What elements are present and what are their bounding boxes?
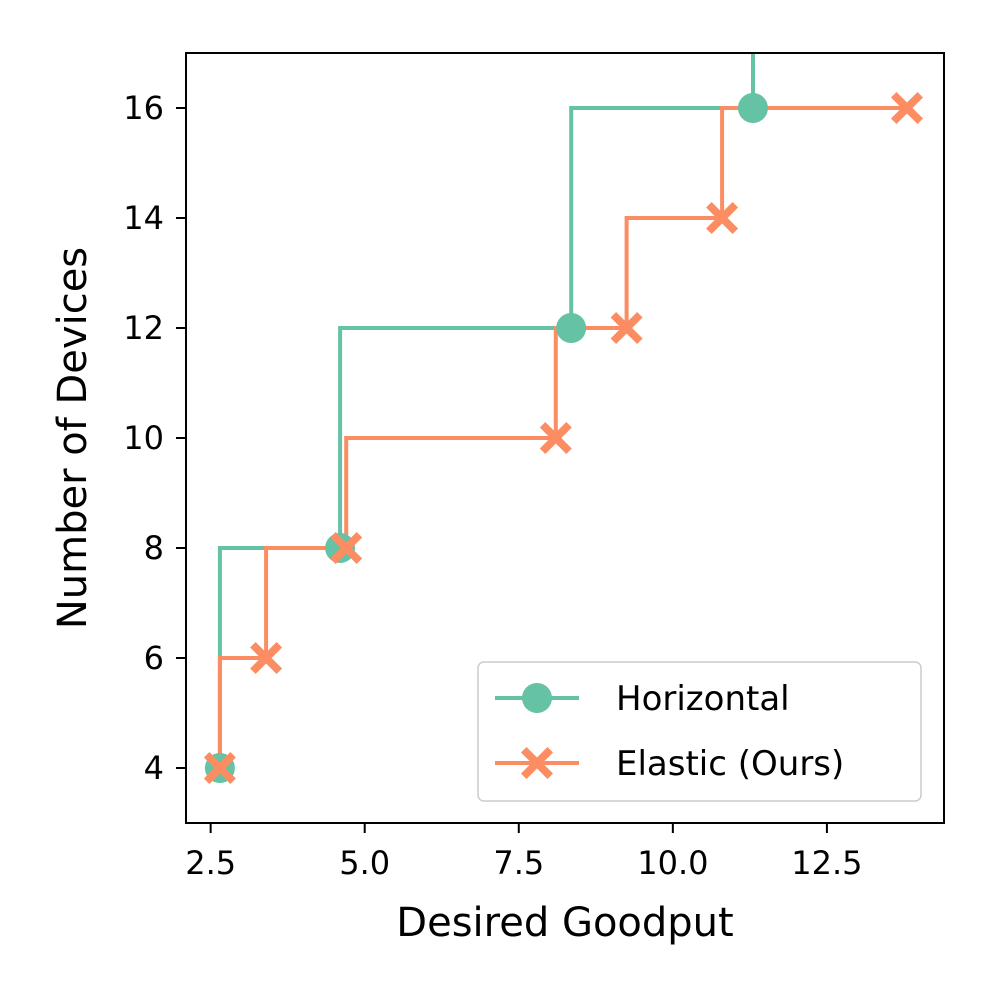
legend-label-elastic: Elastic (Ours) xyxy=(616,744,844,784)
data-point-horizontal xyxy=(325,533,356,563)
y-tick-label: 6 xyxy=(144,639,164,677)
y-tick-label: 8 xyxy=(144,529,164,567)
data-point-elastic xyxy=(610,312,643,344)
legend-circle-marker-icon xyxy=(522,683,552,713)
x-tick-label: 2.5 xyxy=(185,844,236,882)
data-point-elastic xyxy=(330,532,363,564)
y-ticks: 4 6 8 10 12 14 16 xyxy=(123,89,186,787)
x-tick-label: 5.0 xyxy=(339,844,390,882)
legend-x-marker-icon xyxy=(521,747,553,779)
data-point-elastic xyxy=(539,422,572,454)
y-tick-label: 14 xyxy=(123,199,164,237)
y-tick-label: 12 xyxy=(123,309,164,347)
x-tick-label: 12.5 xyxy=(791,844,862,882)
data-point-elastic xyxy=(203,752,236,784)
x-tick-label: 7.5 xyxy=(493,844,544,882)
y-axis-title: Number of Devices xyxy=(50,247,96,629)
y-tick-label: 4 xyxy=(144,749,164,787)
legend-box xyxy=(477,661,922,802)
legend-label-horizontal: Horizontal xyxy=(616,679,790,719)
data-point-elastic xyxy=(250,642,283,674)
series-layer xyxy=(203,53,923,784)
x-tick-label: 10.0 xyxy=(637,844,708,882)
series-line-horizontal xyxy=(217,53,755,768)
legend-item-horizontal: Horizontal xyxy=(495,679,790,719)
x-ticks: 2.5 5.0 7.5 10.0 12.5 xyxy=(185,823,863,882)
y-tick-label: 10 xyxy=(123,419,164,457)
data-point-elastic xyxy=(706,202,739,234)
x-axis-title: Desired Goodput xyxy=(396,900,733,946)
data-point-horizontal xyxy=(737,93,768,123)
y-tick-label: 16 xyxy=(123,89,164,127)
data-point-horizontal xyxy=(556,313,587,343)
legend: Horizontal Elastic (Ours) xyxy=(477,661,922,802)
legend-item-elastic: Elastic (Ours) xyxy=(495,744,844,784)
data-point-elastic xyxy=(891,92,923,124)
